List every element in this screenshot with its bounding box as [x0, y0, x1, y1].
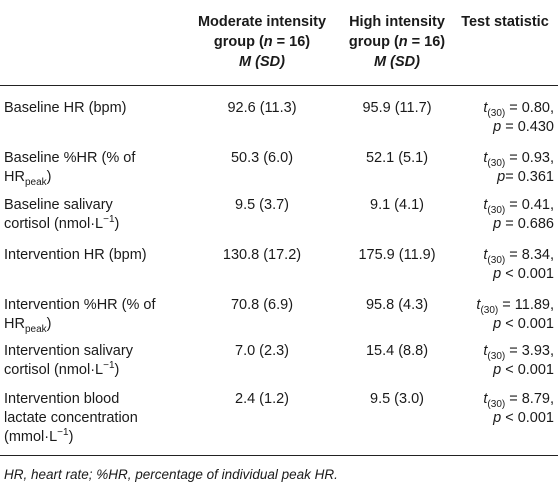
test-statistic: t(30) = 0.93, p= 0.361	[483, 150, 554, 185]
header-high-line1: High intensity	[349, 14, 445, 30]
test-statistic: t(30) = 8.79, p < 0.001	[483, 391, 554, 426]
header-moderate-line1: Moderate intensity	[197, 14, 327, 30]
row-label: Baseline salivary cortisol (nmol·L−1)	[4, 197, 120, 232]
moderate-value: 9.5 (3.7)	[235, 197, 289, 213]
moderate-value: 130.8 (17.2)	[222, 247, 302, 263]
high-value: 175.9 (11.9)	[358, 247, 436, 263]
header-divider	[0, 85, 558, 86]
row-label: Intervention blood lactate concentration…	[4, 391, 138, 445]
moderate-value: 50.3 (6.0)	[230, 150, 294, 166]
test-statistic: t(30) = 0.41, p = 0.686	[483, 197, 554, 232]
high-value: 15.4 (8.8)	[365, 343, 429, 359]
moderate-value: 7.0 (2.3)	[235, 343, 289, 359]
row-label: Intervention %HR (% of HRpeak)	[4, 297, 156, 335]
test-statistic: t(30) = 8.34, p < 0.001	[483, 247, 554, 282]
header-moderate-group: Moderate intensity group (n = 16) M (SD)	[187, 12, 337, 72]
table-bottom-rule	[0, 455, 558, 456]
row-label: Intervention salivary cortisol (nmol·L−1…	[4, 343, 133, 378]
high-value: 9.1 (4.1)	[370, 197, 424, 213]
test-statistic: t(30) = 0.80, p = 0.430	[483, 100, 554, 135]
row-label: Baseline %HR (% of HRpeak)	[4, 150, 136, 188]
moderate-value: 70.8 (6.9)	[230, 297, 294, 313]
header-moderate-line2: group (n = 16)	[213, 34, 311, 50]
test-statistic: t(30) = 3.93, p < 0.001	[483, 343, 554, 378]
high-value: 9.5 (3.0)	[370, 391, 424, 407]
row-label: Baseline HR (bpm)	[4, 100, 127, 116]
moderate-value: 92.6 (11.3)	[227, 100, 297, 116]
high-value: 95.8 (4.3)	[365, 297, 429, 313]
high-value: 95.9 (11.7)	[362, 100, 432, 116]
high-value: 52.1 (5.1)	[365, 150, 429, 166]
row-label: Intervention HR (bpm)	[4, 247, 147, 263]
header-high-msd: M (SD)	[374, 54, 420, 70]
table-footnote: HR, heart rate; %HR, percentage of indiv…	[4, 467, 338, 482]
header-test-statistic: Test statistic	[461, 14, 549, 30]
header-high-line2: group (n = 16)	[348, 34, 446, 50]
header-high-group: High intensity group (n = 16) M (SD)	[345, 12, 449, 72]
moderate-value: 2.4 (1.2)	[235, 391, 289, 407]
header-moderate-msd: M (SD)	[239, 54, 285, 70]
test-statistic: t(30) = 11.89, p < 0.001	[476, 297, 554, 332]
